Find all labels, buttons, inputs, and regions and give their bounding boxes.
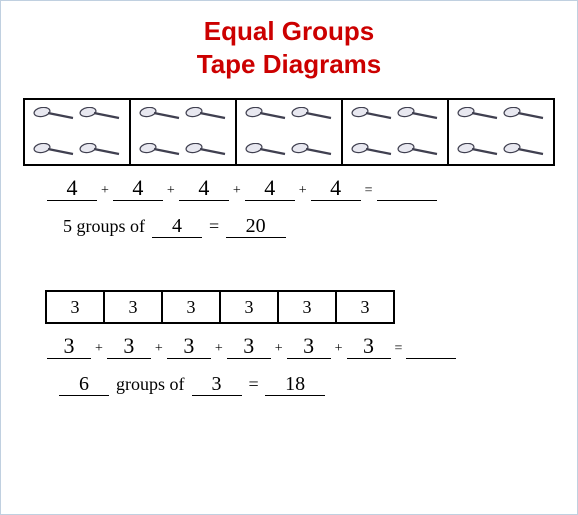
spoon-icon xyxy=(139,143,181,157)
groups-of-text: groups of xyxy=(116,374,185,394)
addend-blank: 4 xyxy=(47,176,97,201)
spoon-group xyxy=(243,105,335,159)
tape-diagram-2: 3 3 3 3 3 3 xyxy=(45,290,395,324)
plus-sign: + xyxy=(273,341,285,359)
value-blank: 4 xyxy=(152,215,202,238)
tape-diagram-1 xyxy=(23,98,555,166)
spoon-group xyxy=(31,105,123,159)
value-blank: 20 xyxy=(226,215,286,238)
spoon-icon xyxy=(457,107,499,121)
spoon-icon xyxy=(457,143,499,157)
tape-cell: 3 xyxy=(337,292,393,322)
result-blank xyxy=(377,200,437,201)
section-2: 3 3 3 3 3 3 3 + 3 + 3 + 3 + 3 + 3 = 6 gr… xyxy=(15,290,563,396)
addend-blank: 4 xyxy=(179,176,229,201)
spoon-icon xyxy=(291,107,333,121)
value-blank: 18 xyxy=(265,373,325,396)
title-line1: Equal Groups xyxy=(204,16,374,46)
groups-count-blank: 6 xyxy=(59,373,109,396)
addend-blank: 4 xyxy=(113,176,163,201)
spoon-icon xyxy=(245,107,287,121)
equation-1: 4 + 4 + 4 + 4 + 4 = xyxy=(45,176,533,201)
equals-text: = xyxy=(249,374,264,394)
sentence-2: 6 groups of 3 = 18 xyxy=(57,373,533,396)
spoon-group xyxy=(455,105,547,159)
tape-cell xyxy=(449,100,553,164)
result-blank xyxy=(406,358,456,359)
spoon-icon xyxy=(351,143,393,157)
addend-blank: 3 xyxy=(107,334,151,359)
tape-cell xyxy=(237,100,343,164)
tape-cell: 3 xyxy=(279,292,337,322)
tape-cell: 3 xyxy=(163,292,221,322)
addend-blank: 4 xyxy=(311,176,361,201)
plus-sign: + xyxy=(231,183,243,201)
spoon-icon xyxy=(33,143,75,157)
addend-blank: 3 xyxy=(227,334,271,359)
equals-sign: = xyxy=(393,341,405,359)
plus-sign: + xyxy=(165,183,177,201)
plus-sign: + xyxy=(153,341,165,359)
spoon-icon xyxy=(79,107,121,121)
tape-cell xyxy=(131,100,237,164)
equation-2: 3 + 3 + 3 + 3 + 3 + 3 = xyxy=(45,334,551,359)
plus-sign: + xyxy=(297,183,309,201)
spoon-icon xyxy=(245,143,287,157)
plus-sign: + xyxy=(333,341,345,359)
sentence-1: 5 groups of 4 = 20 xyxy=(63,215,533,238)
spoon-icon xyxy=(79,143,121,157)
worksheet-frame: Equal Groups Tape Diagrams xyxy=(0,0,578,515)
tape-cell xyxy=(25,100,131,164)
tape-cell xyxy=(343,100,449,164)
spoon-icon xyxy=(185,107,227,121)
equals-text: = xyxy=(209,216,224,236)
addend-blank: 3 xyxy=(167,334,211,359)
groups-prefix: 5 groups of xyxy=(63,216,145,236)
tape-cell: 3 xyxy=(221,292,279,322)
title-line2: Tape Diagrams xyxy=(197,49,381,79)
plus-sign: + xyxy=(93,341,105,359)
equals-sign: = xyxy=(363,183,375,201)
tape-cell: 3 xyxy=(47,292,105,322)
addend-blank: 4 xyxy=(245,176,295,201)
spoon-group xyxy=(349,105,441,159)
addend-blank: 3 xyxy=(47,334,91,359)
spoon-icon xyxy=(185,143,227,157)
addend-blank: 3 xyxy=(347,334,391,359)
title: Equal Groups Tape Diagrams xyxy=(15,15,563,80)
spoon-icon xyxy=(291,143,333,157)
value-blank: 3 xyxy=(192,373,242,396)
spoon-icon xyxy=(503,107,545,121)
addend-blank: 3 xyxy=(287,334,331,359)
spoon-icon xyxy=(503,143,545,157)
spoon-group xyxy=(137,105,229,159)
spoon-icon xyxy=(33,107,75,121)
spoon-icon xyxy=(397,143,439,157)
spoon-icon xyxy=(397,107,439,121)
spoon-icon xyxy=(139,107,181,121)
tape-cell: 3 xyxy=(105,292,163,322)
spoon-icon xyxy=(351,107,393,121)
plus-sign: + xyxy=(213,341,225,359)
plus-sign: + xyxy=(99,183,111,201)
